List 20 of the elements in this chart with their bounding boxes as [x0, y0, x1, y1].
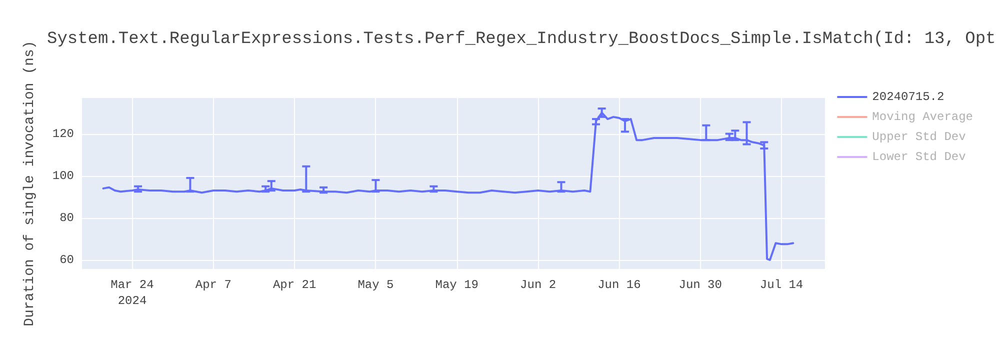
chart-title: System.Text.RegularExpressions.Tests.Perf_Regex_Industry_BoostDocs_Simple.IsMatch(Id: 13, Opt — [47, 30, 996, 49]
legend-label: Upper Std Dev — [872, 130, 966, 144]
y-tick-label: 100 — [52, 168, 74, 183]
legend-label: Moving Average — [872, 110, 974, 124]
x-tick-label: May 19 — [435, 278, 478, 292]
legend-label: Lower Std Dev — [872, 150, 966, 164]
x-tick-label: Jun 2 — [520, 278, 556, 292]
y-axis-title: Duration of single invocation (ns) — [22, 40, 38, 326]
x-tick-label: May 5 — [358, 278, 394, 292]
x-tick-label: Jun 16 — [598, 278, 641, 292]
y-tick-label: 80 — [60, 210, 74, 225]
x-tick-label: Mar 24 2024 — [110, 278, 154, 308]
y-tick-label: 120 — [52, 126, 74, 141]
x-tick-label: Apr 21 — [272, 278, 316, 292]
line-series — [102, 112, 794, 261]
x-tick-label: Jun 30 — [678, 278, 722, 292]
y-tick-label: 60 — [60, 252, 74, 267]
x-tick-label: Jul 14 — [760, 278, 804, 292]
legend-label: 20240715.2 — [872, 90, 944, 104]
x-tick-label: Apr 7 — [195, 278, 232, 292]
